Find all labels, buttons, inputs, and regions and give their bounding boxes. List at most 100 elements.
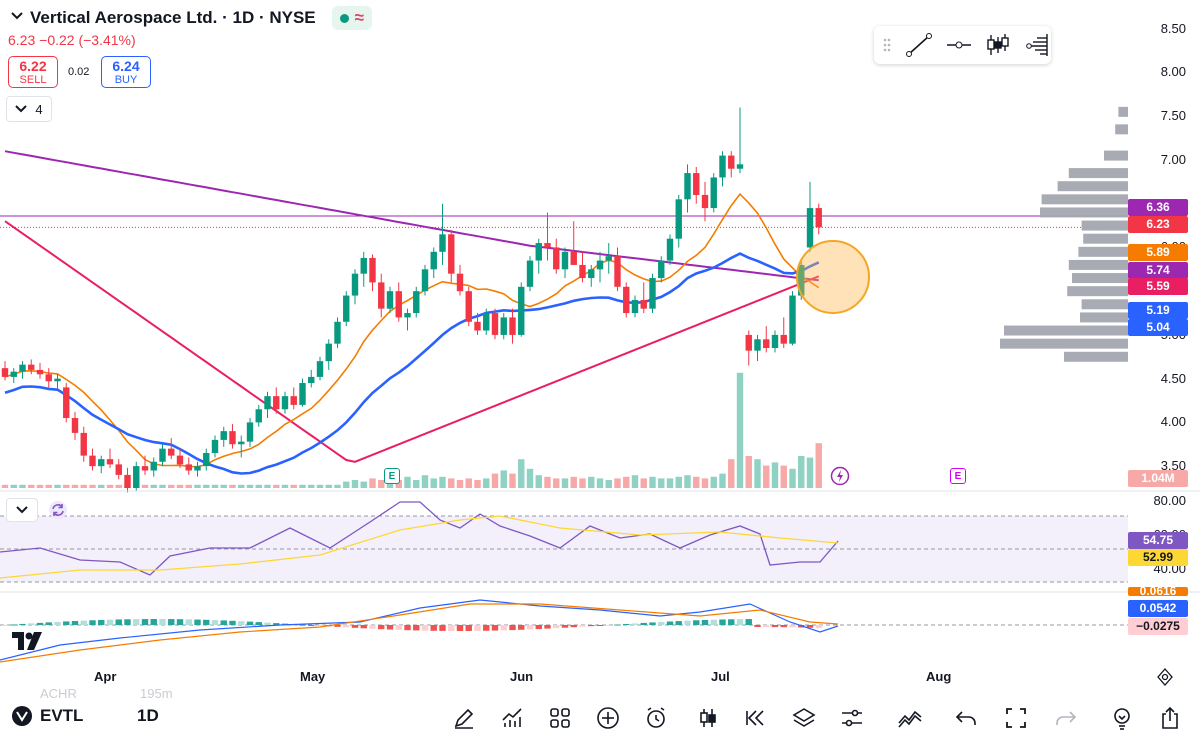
indicator-count: 4 bbox=[35, 101, 43, 117]
macd-histogram-bar bbox=[404, 625, 411, 631]
replay-rewind-icon[interactable] bbox=[742, 704, 770, 732]
candle-body bbox=[255, 409, 262, 423]
candle-body bbox=[815, 208, 822, 228]
chevron-down-icon bbox=[16, 506, 28, 514]
price-axis-label: 4.50 bbox=[1160, 370, 1186, 386]
candle-body bbox=[133, 466, 140, 488]
price-tag: 6.36 bbox=[1128, 199, 1188, 216]
macd-histogram-bar bbox=[500, 625, 507, 631]
candle-body bbox=[553, 247, 560, 270]
macd-histogram-bar bbox=[658, 621, 665, 625]
volume-bar bbox=[754, 459, 761, 488]
candle-body bbox=[439, 234, 446, 252]
buy-button[interactable]: 6.24 BUY bbox=[101, 56, 151, 88]
candle-body bbox=[203, 453, 210, 467]
macd-histogram-bar bbox=[474, 625, 481, 631]
candles-icon[interactable] bbox=[985, 33, 1011, 57]
sell-price: 6.22 bbox=[19, 58, 47, 74]
hints-lightbulb-icon[interactable] bbox=[1108, 704, 1136, 732]
volume-bar bbox=[299, 484, 306, 488]
volume-bar bbox=[63, 484, 70, 488]
macd-histogram-bar bbox=[28, 623, 35, 625]
ideas-trend-icon[interactable] bbox=[896, 704, 924, 732]
candle-body bbox=[325, 343, 332, 362]
indicators-toggle[interactable]: 4 bbox=[6, 96, 52, 122]
candle-body bbox=[124, 474, 131, 488]
redo-icon[interactable] bbox=[1052, 704, 1080, 732]
volume-bar bbox=[220, 484, 227, 488]
x-label-jul: Jul bbox=[711, 669, 730, 684]
volume-profile-icon[interactable] bbox=[1025, 33, 1051, 57]
undo-icon[interactable] bbox=[952, 704, 980, 732]
ma-orange-line bbox=[4, 192, 820, 468]
settings-sliders-icon[interactable] bbox=[838, 704, 866, 732]
volume-bar bbox=[684, 475, 691, 488]
volume-bar bbox=[693, 476, 700, 488]
macd-histogram-bar bbox=[649, 622, 656, 625]
candle-body bbox=[684, 173, 691, 200]
volume-bar bbox=[605, 480, 612, 488]
horizontal-line-icon[interactable] bbox=[946, 33, 972, 57]
volume-bar bbox=[229, 484, 236, 488]
earnings-marker[interactable]: E bbox=[384, 468, 400, 484]
macd-histogram-bar bbox=[343, 625, 350, 628]
symbol-selector[interactable]: EVTL bbox=[12, 706, 83, 726]
layers-icon[interactable] bbox=[790, 704, 818, 732]
event-flash-icon[interactable] bbox=[830, 466, 850, 491]
drawing-pen-icon[interactable] bbox=[450, 704, 478, 732]
pane-collapse-button[interactable] bbox=[6, 498, 38, 522]
share-icon[interactable] bbox=[1156, 704, 1184, 732]
symbol-title[interactable]: Vertical Aerospace Ltd. · 1D · NYSE ≈ bbox=[10, 6, 372, 30]
alert-clock-icon[interactable] bbox=[642, 704, 670, 732]
volume-bar bbox=[465, 478, 472, 488]
layouts-grid-icon[interactable] bbox=[546, 704, 574, 732]
macd-histogram-bar bbox=[491, 625, 499, 631]
candle-body bbox=[89, 455, 96, 467]
dropdown-chevron-icon[interactable] bbox=[10, 8, 24, 28]
candle-body bbox=[159, 448, 166, 462]
rsi-line bbox=[0, 501, 839, 576]
add-plus-icon[interactable] bbox=[594, 704, 622, 732]
candle-body bbox=[273, 396, 280, 410]
candle-body bbox=[386, 291, 394, 309]
trend-line-icon[interactable] bbox=[905, 33, 932, 57]
volume-bar bbox=[553, 478, 560, 488]
candle-body bbox=[1, 368, 9, 377]
macd-histogram-bar bbox=[780, 625, 787, 628]
price-tag: 5.19 bbox=[1128, 302, 1188, 319]
timeframe-selector[interactable]: 1D bbox=[137, 706, 159, 725]
refresh-icon[interactable] bbox=[48, 500, 68, 525]
price-axis-label: 4.00 bbox=[1160, 414, 1186, 430]
volume-bar bbox=[115, 484, 122, 488]
candle-body bbox=[54, 378, 61, 382]
indicators-chart-icon[interactable] bbox=[498, 704, 526, 732]
macd-histogram-bar bbox=[255, 622, 262, 625]
macd-histogram-bar bbox=[596, 625, 604, 626]
macd-histogram-bar bbox=[413, 625, 420, 631]
fullscreen-icon[interactable] bbox=[1002, 704, 1030, 732]
macd-histogram-bar bbox=[710, 619, 717, 625]
volume-bar bbox=[316, 484, 324, 488]
macd-histogram-bar bbox=[465, 625, 472, 631]
chart-type-candles-icon[interactable] bbox=[694, 704, 722, 732]
volume-profile-bar bbox=[1081, 220, 1128, 231]
market-status-pill[interactable]: ≈ bbox=[331, 6, 372, 30]
rsi-ma-line bbox=[0, 515, 839, 579]
volume-bar bbox=[360, 481, 367, 488]
market-open-icon bbox=[339, 13, 349, 23]
volume-bar bbox=[421, 475, 429, 488]
upcoming-earnings-marker[interactable]: E bbox=[950, 468, 966, 484]
volume-tag: 1.04M bbox=[1128, 470, 1188, 487]
volume-bar bbox=[649, 476, 656, 488]
sell-button[interactable]: 6.22 SELL bbox=[8, 56, 58, 88]
price-axis-label: 7.00 bbox=[1160, 151, 1186, 167]
volume-bar bbox=[413, 480, 420, 488]
candle-body bbox=[413, 291, 420, 314]
macd-histogram-bar bbox=[80, 620, 87, 625]
settings-icon[interactable] bbox=[1156, 668, 1174, 691]
drag-handle-icon[interactable] bbox=[882, 36, 892, 54]
chevron-down-icon bbox=[15, 105, 28, 113]
macd-histogram-bar bbox=[308, 625, 315, 626]
volume-bar bbox=[509, 473, 516, 488]
